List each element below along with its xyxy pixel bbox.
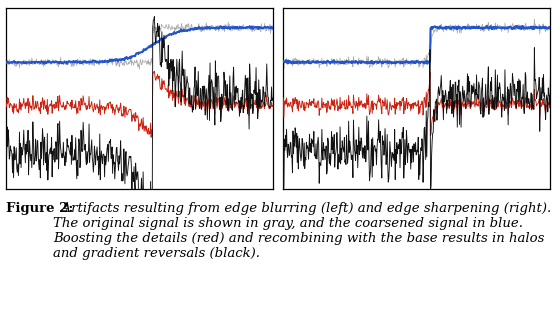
Text: Figure 2:: Figure 2: (6, 202, 73, 215)
Text: Artifacts resulting from edge blurring (left) and edge sharpening (right).  The : Artifacts resulting from edge blurring (… (53, 202, 555, 260)
